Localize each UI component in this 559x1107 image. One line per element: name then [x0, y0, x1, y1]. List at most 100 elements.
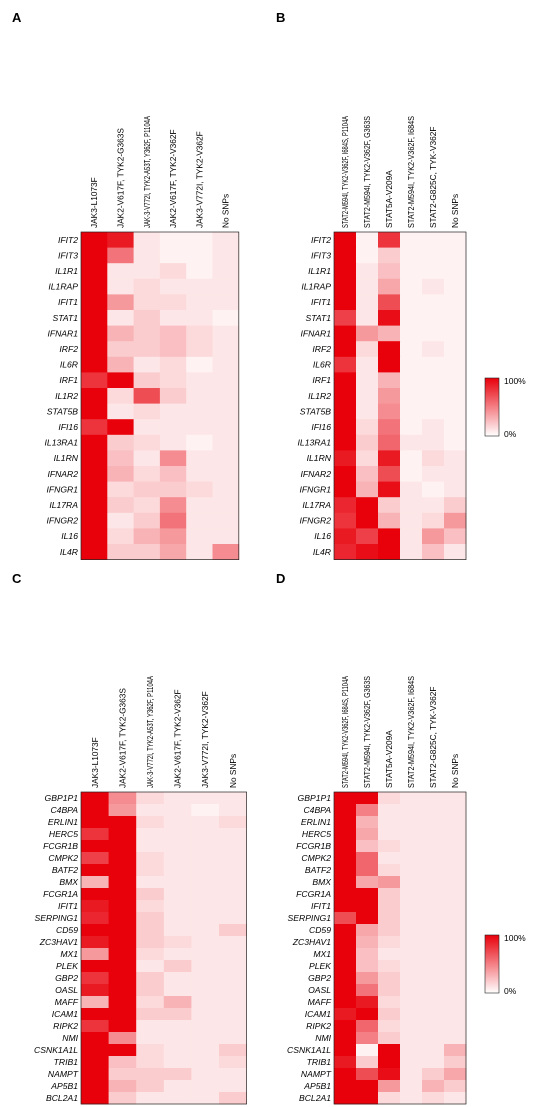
heatmap-cell: [422, 792, 445, 805]
color-scale-legend: 100% 0%: [484, 933, 526, 996]
heatmap-cell: [356, 984, 379, 997]
heatmap-cell: [444, 247, 467, 264]
heatmap-cell: [191, 972, 220, 985]
heatmap-cell: [163, 816, 192, 829]
heatmap-cell: [356, 888, 379, 901]
heatmap-cell: [136, 948, 165, 961]
row-label: CD59: [56, 925, 78, 935]
row-label: BATF2: [305, 865, 331, 875]
heatmap-cell: [356, 996, 379, 1009]
heatmap-cell: [186, 341, 213, 358]
heatmap-cell: [81, 792, 109, 805]
heatmap-cell: [334, 310, 357, 326]
panel-letter: D: [276, 571, 285, 586]
heatmap-cell: [191, 924, 220, 937]
heatmap-cell: [378, 864, 401, 877]
color-scale-bar: [484, 377, 500, 437]
heatmap-cell: [163, 972, 192, 985]
row-label: SERPING1: [35, 913, 79, 923]
heatmap-cell: [444, 310, 467, 326]
heatmap-cell: [107, 528, 134, 545]
heatmap-cell: [356, 481, 379, 498]
heatmap-cell: [444, 497, 467, 514]
heatmap-cell: [108, 1056, 137, 1069]
heatmap-cell: [444, 294, 467, 311]
heatmap-cell: [356, 450, 379, 467]
heatmap-cell: [444, 1092, 467, 1105]
heatmap-cell: [422, 1020, 445, 1033]
heatmap-cell: [81, 263, 108, 280]
heatmap-cell: [422, 948, 445, 961]
heatmap-cell: [378, 912, 401, 925]
heatmap-cell: [400, 888, 423, 901]
heatmap-cell: [422, 497, 445, 514]
heatmap-cell: [108, 948, 137, 961]
heatmap-cell: [136, 792, 165, 805]
heatmap-cell: [444, 936, 467, 949]
heatmap-cell: [356, 1056, 379, 1069]
row-label: ZC3HAV1: [39, 937, 78, 947]
heatmap-cell: [212, 325, 240, 342]
heatmap-cell: [444, 888, 467, 901]
heatmap-cell: [334, 840, 357, 853]
heatmap-cell: [219, 996, 247, 1009]
heatmap-cell: [212, 294, 240, 311]
row-label: IRF2: [312, 344, 331, 354]
heatmap-cell: [334, 1020, 357, 1033]
row-label: OASL: [55, 985, 78, 995]
row-label: IFIT2: [311, 235, 331, 245]
heatmap-cell: [378, 325, 401, 342]
heatmap-cell: [378, 294, 401, 311]
row-label: IFI16: [58, 422, 78, 432]
heatmap-cell: [422, 466, 445, 482]
heatmap-cell: [212, 372, 240, 389]
heatmap-cell: [136, 960, 165, 973]
heatmap-cell: [378, 419, 401, 436]
heatmap-cell: [108, 1044, 137, 1057]
heatmap-cell: [400, 948, 423, 961]
heatmap-cell: [219, 960, 247, 973]
heatmap-cell: [136, 1032, 165, 1045]
heatmap-cell: [334, 372, 357, 389]
heatmap-cell: [191, 1008, 220, 1021]
heatmap-cell: [212, 310, 240, 326]
heatmap-cell: [422, 924, 445, 937]
heatmap-cell: [191, 1056, 220, 1069]
heatmap-cell: [136, 1008, 165, 1021]
heatmap-cell: [444, 263, 467, 280]
heatmap-cell: [334, 263, 357, 280]
heatmap-cell: [212, 232, 240, 248]
row-label: C4BPA: [50, 805, 78, 815]
heatmap-cell: [444, 481, 467, 498]
heatmap-cell: [186, 294, 213, 311]
heatmap-cell: [400, 924, 423, 937]
heatmap-cell: [444, 840, 467, 853]
heatmap-cell: [219, 888, 247, 901]
heatmap-cell: [163, 960, 192, 973]
heatmap-cell: [219, 1044, 247, 1057]
row-label: IL16: [61, 531, 78, 541]
heatmap-cell: [186, 512, 213, 529]
heatmap-cell: [191, 984, 220, 997]
heatmap-cell: [422, 888, 445, 901]
heatmap-cell: [400, 466, 423, 482]
heatmap-cell: [422, 828, 445, 841]
heatmap-cell: [378, 1092, 401, 1105]
heatmap-cell: [400, 372, 423, 389]
row-label: CSNK1A1L: [287, 1045, 331, 1055]
heatmap-cell: [159, 403, 187, 420]
heatmap-cell: [108, 1068, 137, 1081]
heatmap-cell: [444, 960, 467, 973]
heatmap-cell: [163, 1056, 192, 1069]
heatmap-cell: [422, 1068, 445, 1081]
heatmap-cell: [378, 1008, 401, 1021]
heatmap-cell: [334, 356, 357, 373]
column-label: STAT2-G825C, TYK-V362F: [428, 127, 438, 228]
heatmap-cell: [334, 544, 357, 560]
heatmap-cell: [444, 852, 467, 865]
heatmap-cell: [107, 294, 134, 311]
heatmap-cell: [334, 1008, 357, 1021]
heatmap-cell: [81, 466, 108, 482]
heatmap-cell: [219, 1032, 247, 1045]
heatmap-cell: [133, 232, 161, 248]
